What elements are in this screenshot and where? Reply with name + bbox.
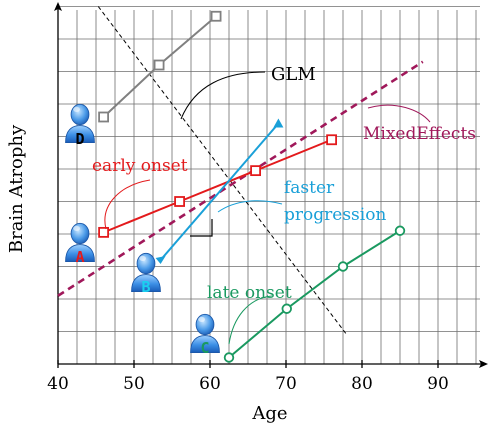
grid [57, 6, 480, 365]
x-tick-label: 60 [199, 374, 221, 394]
y-axis-arrow [54, 2, 62, 11]
patient-D-avatar: D [65, 103, 95, 148]
patient-C-letter: C [200, 339, 209, 357]
x-tick-label: 50 [123, 374, 145, 394]
series-B-line [159, 122, 280, 261]
y-axis-label: Brain Atrophy [6, 124, 27, 253]
axes: 40 50 60 70 80 90 [47, 2, 488, 394]
series-B-point [273, 118, 284, 128]
series-B-point [155, 256, 166, 264]
series-A-line [103, 138, 332, 234]
series-C-point [337, 261, 349, 272]
glm-leader [180, 71, 266, 120]
x-axis-label: Age [251, 403, 287, 424]
glm-label: GLM [271, 64, 316, 85]
series-C-line [228, 229, 401, 359]
series-D-point [98, 111, 109, 123]
faster-leader [217, 200, 283, 213]
progression-label: progression [284, 205, 386, 225]
x-tick-label: 90 [427, 374, 449, 394]
series-C-point [223, 352, 235, 363]
early-onset-leader [104, 179, 151, 230]
series-A-point [250, 165, 262, 177]
slope-indicator [190, 219, 213, 237]
patient-C-avatar: C [190, 313, 220, 357]
series-A-point [174, 196, 186, 207]
patient-A-letter: A [75, 248, 84, 266]
series-A-point [98, 226, 109, 238]
reference-lines [57, 6, 424, 336]
x-tick-label: 70 [275, 374, 297, 394]
mixed-effects-leader [367, 104, 431, 123]
late-onset-leader [228, 295, 273, 345]
series-group [98, 10, 406, 363]
mixed-effects-label: MixedEffects [363, 124, 476, 144]
patient-B-letter: B [141, 278, 150, 296]
early-onset-label: early onset [92, 156, 188, 176]
late-onset-label: late onset [207, 283, 292, 303]
patient-A-avatar: A [65, 222, 95, 266]
glm-line [97, 6, 348, 336]
series-C-point [281, 303, 292, 314]
x-axis-arrow [479, 360, 488, 368]
series-D-point [210, 10, 222, 22]
patient-D-letter: D [75, 130, 84, 148]
x-tick-label: 40 [47, 374, 69, 394]
series-C-point [394, 225, 406, 236]
faster-label: faster [284, 178, 335, 198]
mixed-effects-line [57, 60, 424, 297]
patient-B-avatar: B [131, 252, 161, 296]
series-D-point [153, 59, 165, 71]
x-tick-label: 80 [351, 374, 373, 394]
series-A-point [326, 134, 338, 146]
